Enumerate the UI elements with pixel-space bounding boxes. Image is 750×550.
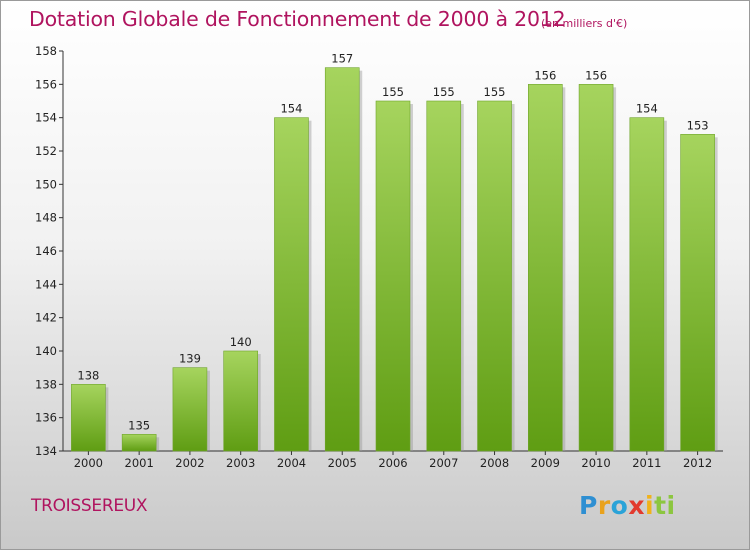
x-tick-label: 2009 xyxy=(531,456,560,470)
x-tick-label: 2011 xyxy=(632,456,661,470)
commune-name: TROISSEREUX xyxy=(31,496,148,516)
x-tick-label: 2007 xyxy=(429,456,458,470)
y-tick-label: 158 xyxy=(35,44,57,58)
bar-2006 xyxy=(375,100,411,452)
value-label: 155 xyxy=(382,85,404,99)
logo-letter-r: r xyxy=(597,491,611,520)
logo-letter-i: i xyxy=(645,491,655,520)
value-label: 155 xyxy=(484,85,506,99)
value-label: 156 xyxy=(585,68,607,82)
y-tick-label: 136 xyxy=(35,411,57,425)
value-label: 138 xyxy=(77,368,99,382)
bar-2004 xyxy=(274,117,309,452)
logo-letter-p: P xyxy=(579,491,598,520)
logo-letter-o: o xyxy=(610,491,629,520)
x-tick-label: 2010 xyxy=(581,456,610,470)
x-tick-label: 2004 xyxy=(277,456,306,470)
y-tick-label: 152 xyxy=(35,144,57,158)
value-label: 157 xyxy=(331,52,353,66)
value-label: 154 xyxy=(280,102,302,116)
value-label: 139 xyxy=(179,352,201,366)
y-tick-label: 140 xyxy=(35,344,57,358)
value-label: 154 xyxy=(636,102,658,116)
y-tick-label: 134 xyxy=(35,444,57,458)
bar-2005 xyxy=(324,67,360,452)
x-tick-label: 2001 xyxy=(125,456,154,470)
value-label: 156 xyxy=(534,68,556,82)
proxiti-logo: Proxiti xyxy=(579,491,676,520)
bar-2003 xyxy=(223,350,258,452)
value-label: 135 xyxy=(128,418,150,432)
x-tick-label: 2003 xyxy=(226,456,255,470)
y-tick-label: 144 xyxy=(35,277,57,291)
x-tick-label: 2002 xyxy=(175,456,204,470)
bar-2000 xyxy=(71,384,106,452)
logo-letters-ti: ti xyxy=(654,491,676,520)
value-label: 155 xyxy=(433,85,455,99)
y-tick-label: 138 xyxy=(35,377,57,391)
x-tick-label: 2006 xyxy=(378,456,407,470)
y-tick-label: 142 xyxy=(35,311,57,325)
value-label: 153 xyxy=(687,118,709,132)
bar-2007 xyxy=(426,100,462,452)
x-tick-label: 2000 xyxy=(74,456,103,470)
bar-2012 xyxy=(680,134,715,452)
chart-unit: (en milliers d'€) xyxy=(541,17,628,30)
chart-title: Dotation Globale de Fonctionnement de 20… xyxy=(29,7,566,31)
bar-2010 xyxy=(578,84,614,452)
bar-2009 xyxy=(528,84,563,452)
bar-2001 xyxy=(121,434,157,452)
bar-2002 xyxy=(172,367,208,452)
x-tick-label: 2005 xyxy=(328,456,357,470)
y-tick-label: 156 xyxy=(35,77,57,91)
y-tick-label: 146 xyxy=(35,244,57,258)
value-label: 140 xyxy=(230,335,252,349)
y-tick-label: 150 xyxy=(35,177,57,191)
bar-2008 xyxy=(477,100,512,452)
x-tick-label: 2008 xyxy=(480,456,509,470)
y-tick-label: 154 xyxy=(35,111,57,125)
bar-2011 xyxy=(629,117,665,452)
x-tick-label: 2012 xyxy=(683,456,712,470)
y-tick-label: 148 xyxy=(35,211,57,225)
logo-letter-x: x xyxy=(628,491,645,520)
